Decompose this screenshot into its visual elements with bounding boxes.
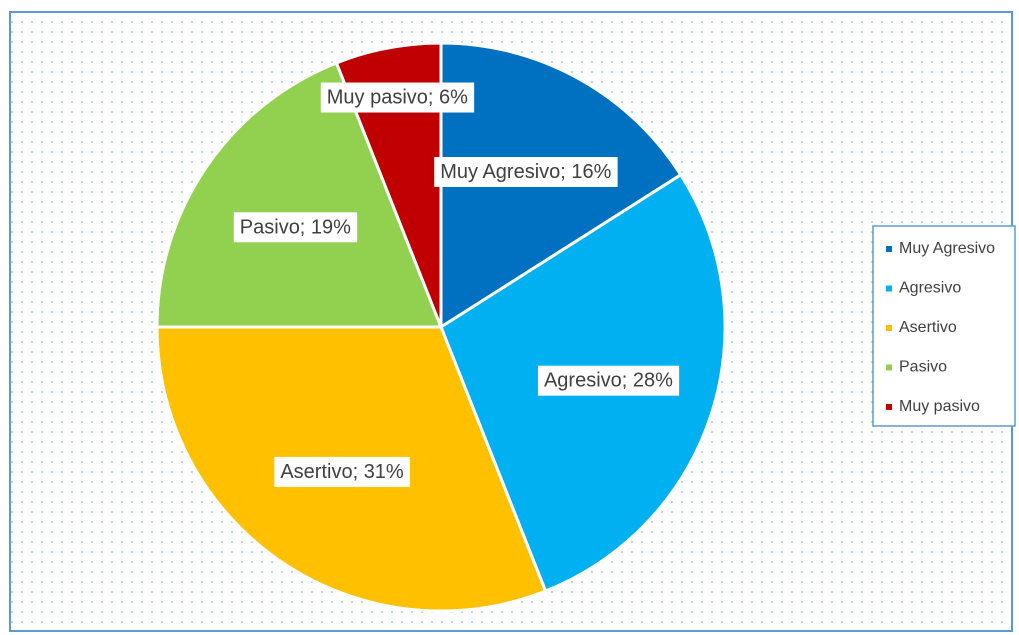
data-label-bg: [274, 456, 410, 487]
data-label: Pasivo; 19%: [240, 216, 351, 238]
legend-box: [872, 225, 1016, 427]
data-label: Muy pasivo; 6%: [327, 87, 468, 109]
legend-label: Muy Agresivo: [899, 240, 995, 257]
legend-swatch: [886, 285, 892, 292]
legend-swatch: [886, 246, 892, 252]
data-label-bg: [320, 82, 475, 113]
legend-swatch: [886, 404, 892, 410]
data-label-bg: [434, 156, 618, 187]
data-label: Muy Agresivo; 16%: [440, 161, 611, 183]
pie-slice: [155, 60, 444, 329]
legend-label: Muy pasivo: [899, 398, 980, 415]
pie-slice: [334, 41, 443, 328]
data-label-bg: [233, 212, 358, 243]
legend-swatch: [886, 325, 892, 331]
data-label: Asertivo; 31%: [280, 461, 404, 483]
legend-label: Agresivo: [899, 280, 961, 297]
legend-swatch: [886, 364, 892, 371]
data-label: Agresivo; 28%: [544, 370, 673, 392]
legend-label: Asertivo: [899, 319, 957, 336]
data-label-bg: [537, 365, 680, 396]
legend-label: Pasivo: [899, 359, 947, 376]
